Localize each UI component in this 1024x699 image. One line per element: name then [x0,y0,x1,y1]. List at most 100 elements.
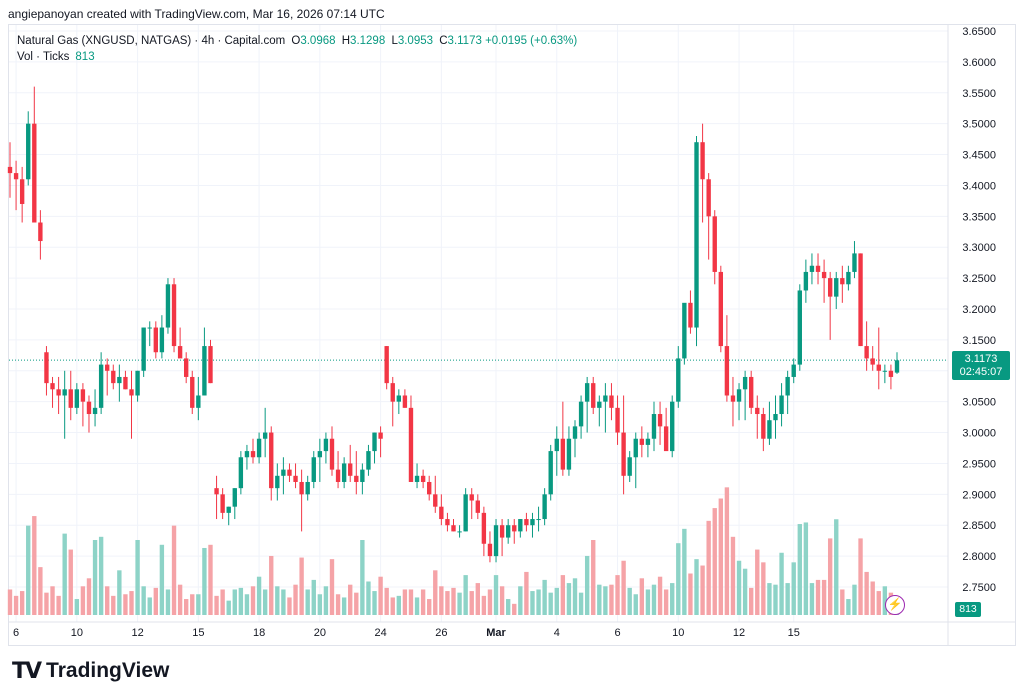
candle-body [627,457,632,476]
candle-body [98,364,104,408]
price-tick-label: 3.5500 [962,88,996,100]
volume-bar [335,594,341,615]
lightning-icon[interactable]: ⚡ [885,595,905,615]
volume-bar [414,597,420,615]
legend-high-label: H [341,35,351,47]
candle [542,488,547,526]
volume-bar [117,570,122,615]
volume-bar [724,487,730,615]
legend-symbol[interactable]: Natural Gas (XNGUSD, NATGAS) · 4h · Capi… [17,35,286,47]
candle-body [341,463,347,482]
chart-caption: angiepanoyan created with TradingView.co… [8,7,385,21]
volume-bar [56,595,61,615]
candle-body [305,481,310,495]
candle-body [329,438,335,470]
candle-body [177,346,183,359]
volume-bar [615,575,620,615]
candle-body [700,142,705,180]
candle-body [38,222,43,242]
candle-body [354,475,359,482]
legend-volume-row: Vol · Ticks 813 [17,49,577,65]
legend-change: +0.0195 (+0.63%) [485,35,578,47]
candle [834,271,839,309]
candle-body [554,438,559,452]
candle-body [348,463,353,476]
candle [305,475,310,501]
candle-body [736,389,742,402]
candle [335,451,341,489]
candle [44,346,49,396]
candle-body [657,414,663,427]
candle-body [694,142,699,328]
candle-body [402,395,408,408]
volume-bar [19,591,25,615]
candle [196,376,201,421]
legend-volume-label[interactable]: Vol · Ticks [17,51,70,63]
price-tick-label: 3.6500 [962,26,996,38]
candle-body [123,376,128,390]
candle-body [7,166,13,174]
candle-body [597,401,602,408]
candle-body [311,457,316,482]
volume-bar [639,578,645,615]
volume-bar [433,570,438,615]
candle [493,519,499,563]
volume-bar [566,583,572,615]
candle [177,327,183,359]
candle-body [26,123,31,180]
candle-body [390,383,395,402]
volume-bar [439,586,444,615]
time-tick-label: 20 [314,627,326,639]
candle [32,86,37,223]
volume-bar [105,586,110,615]
candle [129,370,134,439]
candle-body [621,432,626,476]
candle [548,444,553,501]
time-tick-label: 4 [554,627,560,639]
volume-bar [86,578,92,615]
legend-low: 3.0953 [397,35,434,47]
volume-bar [250,586,256,615]
price-tick-label: 3.4000 [962,180,996,192]
candle [153,321,158,359]
legend-high: 3.1298 [350,35,386,47]
volume-bar [427,599,432,615]
volume-bar [633,594,638,615]
candle-body [882,370,888,372]
candle-body [639,438,645,445]
volume-bar [232,589,237,615]
price-tick-label: 2.8000 [962,551,996,563]
volume-bar [718,498,724,615]
candle [536,506,541,532]
price-tick-label: 3.3500 [962,211,996,223]
candle-body [481,512,487,544]
candle [609,383,614,421]
candle-body [827,278,833,297]
price-axis: 3.6500 3.6000 3.5500 3.5000 3.4500 3.4000 3.35… [962,26,996,594]
candle-body [779,395,784,415]
candle [159,315,165,359]
candle-body [56,389,61,396]
tradingview-logo: TV TradingView [12,658,169,684]
volume-bar [651,584,657,615]
candle [183,352,189,384]
volume-bar [354,592,359,615]
volume-bar [323,586,329,615]
candle [657,401,663,445]
candle-body [238,457,244,489]
candle [311,451,316,489]
volume-bar [524,571,529,615]
volume-bar [560,575,566,615]
candle-body [32,123,37,223]
candle-body [888,370,894,377]
candle [615,395,620,445]
volume-bar [603,586,608,615]
legend-open-label: O [291,35,301,47]
candle-body [797,290,802,365]
candle [882,364,888,384]
candle [117,364,122,402]
candle-body [335,469,341,482]
volume-bar [694,559,699,615]
candle [19,166,25,223]
